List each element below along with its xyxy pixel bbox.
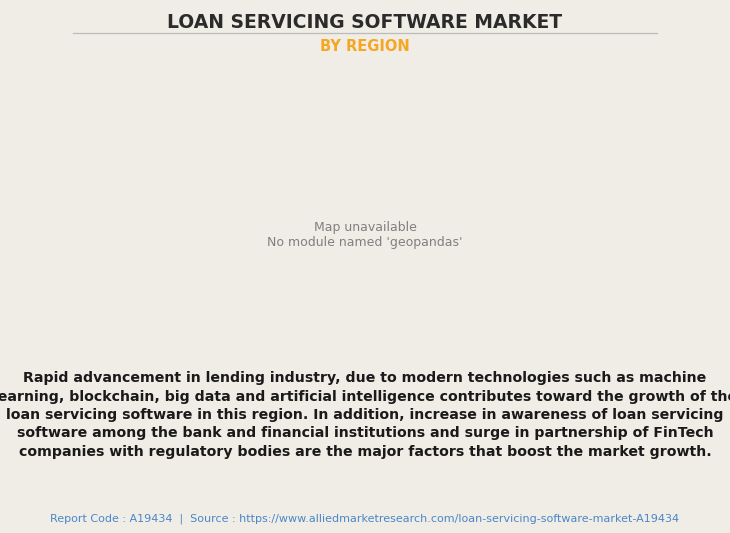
Text: companies with regulatory bodies are the major factors that boost the market gro: companies with regulatory bodies are the… [19, 445, 711, 459]
Text: software among the bank and financial institutions and surge in partnership of F: software among the bank and financial in… [17, 426, 713, 440]
Text: LOAN SERVICING SOFTWARE MARKET: LOAN SERVICING SOFTWARE MARKET [167, 13, 563, 32]
Text: loan servicing software in this region. In addition, increase in awareness of lo: loan servicing software in this region. … [7, 408, 723, 422]
Text: Rapid advancement in lending industry, due to modern technologies such as machin: Rapid advancement in lending industry, d… [23, 371, 707, 385]
Text: BY REGION: BY REGION [320, 39, 410, 54]
Text: Map unavailable
No module named 'geopandas': Map unavailable No module named 'geopand… [267, 221, 463, 248]
Text: Report Code : A19434  |  Source : https://www.alliedmarketresearch.com/loan-serv: Report Code : A19434 | Source : https://… [50, 513, 680, 523]
Text: learning, blockchain, big data and artificial intelligence contributes toward th: learning, blockchain, big data and artif… [0, 390, 730, 403]
